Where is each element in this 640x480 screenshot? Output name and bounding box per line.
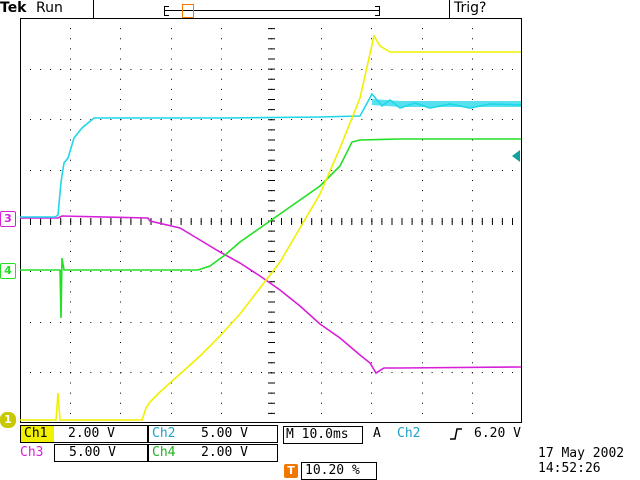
ch3-ground-marker[interactable]: 3 [0, 211, 16, 227]
record-bar-right-bracket [375, 6, 380, 16]
ch2-scale-value: 5.00 V [201, 426, 248, 441]
header-separator-1 [93, 0, 94, 18]
trigger-status: Trig? [454, 0, 487, 16]
ch2-name: Ch2 [152, 426, 176, 441]
timebase-readout[interactable]: M 10.0ms [283, 426, 363, 444]
run-state: Run [36, 0, 63, 16]
trigger-level-marker[interactable] [510, 150, 520, 162]
trigger-position-readout[interactable]: 10.20 % [301, 462, 377, 480]
ch4-ground-marker[interactable]: 4 [0, 263, 16, 279]
ch4-trace [20, 138, 521, 319]
record-bar-left-bracket [164, 6, 169, 16]
ch1-trace [20, 33, 521, 421]
time-readout: 14:52:26 [538, 461, 601, 476]
record-bar-line [164, 10, 380, 11]
ch2-trace [20, 92, 522, 218]
trigger-position-icon: T [284, 464, 298, 478]
trigger-position-value: 10.20 % [305, 463, 360, 478]
date-readout: 17 May 2002 [538, 446, 625, 461]
ch4-name: Ch4 [152, 445, 176, 460]
header-separator-2 [449, 0, 450, 18]
trigger-level-arrow-icon [512, 150, 520, 162]
ch3-scale-readout[interactable]: 5.00 V [54, 444, 148, 462]
brand-logo: Tek [0, 0, 27, 16]
trigger-source-prefix: A [373, 426, 381, 441]
ch3-name: Ch3 [20, 445, 44, 460]
ch1-ground-marker[interactable]: 1 [0, 412, 16, 428]
ch3-trace [20, 215, 522, 375]
ch2-scale-readout[interactable]: Ch2 5.00 V [148, 425, 278, 443]
trigger-source[interactable]: Ch2 [397, 426, 421, 441]
ch1-scale-value: 2.00 V [68, 426, 115, 441]
ch4-scale-value: 2.00 V [201, 445, 248, 460]
record-window-icon [182, 4, 194, 18]
ch3-scale-value: 5.00 V [69, 445, 116, 460]
ch1-scale-value-box: 2.00 V [54, 425, 148, 443]
ch2-trace-noise [371, 99, 521, 107]
rising-edge-icon [450, 428, 462, 440]
ch1-name: Ch1 [24, 426, 48, 441]
oscilloscope-display[interactable] [20, 18, 522, 423]
trigger-level[interactable]: 6.20 V [474, 426, 521, 441]
ch4-scale-readout[interactable]: Ch4 2.00 V [148, 444, 278, 462]
record-position-bar[interactable] [164, 4, 380, 18]
timebase-value: M 10.0ms [286, 427, 349, 442]
